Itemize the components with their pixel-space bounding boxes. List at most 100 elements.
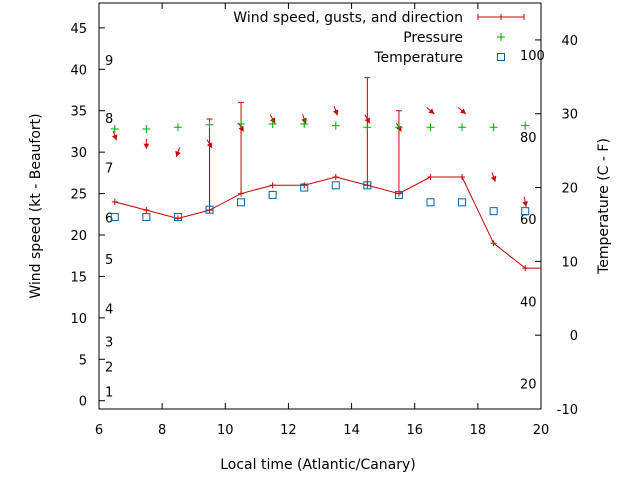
- beaufort-label: 7: [105, 162, 113, 177]
- wind-direction-arrowhead: [206, 142, 212, 149]
- beaufort-label: 9: [105, 54, 113, 69]
- temperature-point: [489, 207, 498, 216]
- wind-speed-point: [143, 207, 150, 214]
- legend-label-temperature: Temperature: [373, 50, 463, 66]
- legend-label-pressure: Pressure: [403, 30, 463, 46]
- wind-direction-arrowhead: [490, 175, 497, 182]
- wind-direction-arrowhead: [175, 150, 181, 157]
- pressure-point: [521, 121, 530, 130]
- x-tick-label: 14: [343, 423, 360, 438]
- temperature-point: [110, 213, 119, 222]
- pressure-point: [300, 119, 309, 128]
- temperature-point: [331, 181, 340, 190]
- wind-speed-line: [114, 176, 541, 269]
- y-tick-label: 5: [79, 353, 87, 368]
- beaufort-label: 8: [105, 112, 113, 127]
- pressure-point: [173, 123, 182, 132]
- pressure-point: [110, 124, 119, 133]
- temperature-point: [363, 181, 372, 190]
- y-tick-label: 15: [70, 270, 87, 285]
- tick-labels: 6 8 10 12 14 16 18 20 0 5 10 15 20 25 30 35 40 45 -10 0 10 20…: [70, 22, 578, 438]
- x-tick-label: 16: [406, 423, 423, 438]
- wind-direction-arrowhead: [522, 201, 529, 207]
- temperature-point: [173, 213, 182, 222]
- legend-pressure-marker: [497, 33, 505, 41]
- legend-wind-line: [477, 14, 525, 20]
- temperature-point: [521, 207, 530, 216]
- fahrenheit-label: 80: [520, 131, 537, 146]
- wind-speed-point: [301, 182, 308, 189]
- plot-frame: [98, 2, 542, 410]
- fahrenheit-label: 20: [520, 378, 537, 393]
- temperature-point: [268, 190, 277, 199]
- x-axis-title: Local time (Atlantic/Canary): [220, 457, 416, 473]
- wind-speed-point: [427, 174, 434, 180]
- pressure-point: [142, 124, 151, 133]
- wind-speed-point: [490, 240, 497, 247]
- legend-temperature-marker: [497, 53, 505, 61]
- y-tick-label: 45: [70, 22, 87, 37]
- y2-tick-label: 0: [570, 329, 578, 344]
- pressure-point: [458, 123, 467, 132]
- wind-direction-arrowhead: [332, 109, 339, 116]
- y2-tick-label: 10: [561, 255, 578, 270]
- y-axis-title: Wind speed (kt - Beaufort): [28, 113, 44, 298]
- y2-axis-title: Temperature (C - F): [596, 138, 612, 275]
- pressure-point: [268, 119, 277, 128]
- y-tick-label: 35: [70, 105, 87, 120]
- y2-tick-label: -10: [557, 403, 578, 418]
- series-layer: [110, 77, 541, 272]
- y-tick-label: 25: [70, 188, 87, 203]
- pressure-point: [237, 119, 246, 128]
- y-tick-label: 10: [70, 312, 87, 327]
- pressure-point: [205, 120, 214, 129]
- y-tick-label: 40: [70, 63, 87, 78]
- temperature-point: [142, 213, 151, 222]
- gust-bar: [206, 118, 213, 211]
- legend-label-wind: Wind speed, gusts, and direction: [233, 10, 463, 26]
- y-tick-label: 20: [70, 229, 87, 244]
- x-tick-label: 6: [95, 423, 103, 438]
- scale-labels: 1 2 3 4 5 6 7 8 9 20 40 60 80 100: [105, 49, 545, 400]
- beaufort-label: 3: [105, 336, 113, 351]
- wind-speed-point: [522, 265, 529, 272]
- gust-bar: [238, 101, 245, 194]
- temperature-point: [205, 205, 214, 214]
- x-tick-label: 10: [217, 423, 234, 438]
- temperature-point: [458, 198, 467, 207]
- beaufort-label: 4: [105, 303, 113, 318]
- y-tick-label: 30: [70, 146, 87, 161]
- fahrenheit-label: 100: [520, 49, 545, 64]
- x-tick-label: 20: [533, 423, 550, 438]
- temperature-point: [237, 198, 246, 207]
- beaufort-label: 2: [105, 361, 113, 376]
- x-tick-label: 8: [158, 423, 166, 438]
- legend: Wind speed, gusts, and direction Pressur…: [233, 10, 525, 66]
- pressure-point: [394, 123, 403, 132]
- y-tick-label: 0: [79, 395, 87, 410]
- pressure-point: [363, 123, 372, 132]
- gust-bar: [364, 77, 371, 186]
- temperature-point: [426, 198, 435, 207]
- pressure-point: [489, 123, 498, 132]
- legend-swatch-wind: [477, 14, 525, 20]
- y2-tick-label: 40: [561, 34, 578, 49]
- beaufort-label: 6: [105, 211, 113, 226]
- x-tick-label: 18: [470, 423, 487, 438]
- wind-speed-point: [269, 182, 276, 189]
- wind-direction-arrowhead: [111, 134, 118, 141]
- fahrenheit-label: 40: [520, 296, 537, 311]
- wind-speed-point: [111, 198, 118, 205]
- legend-swatch-temperature: [497, 53, 505, 61]
- wind-speed-point: [459, 174, 466, 180]
- temperature-point: [300, 183, 309, 192]
- wind-speed-point: [332, 174, 339, 180]
- pressure-point: [331, 121, 340, 130]
- wind-direction-arrowhead: [143, 143, 150, 149]
- legend-swatch-pressure: [497, 33, 505, 41]
- wind-direction-arrowhead: [428, 108, 435, 114]
- x-tick-label: 12: [280, 423, 297, 438]
- wind-direction-arrowhead: [460, 108, 466, 114]
- temperature-point: [394, 190, 403, 199]
